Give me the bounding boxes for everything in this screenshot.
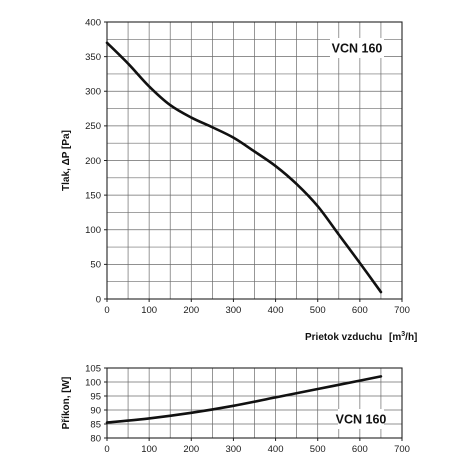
x-tick-label: 400: [268, 305, 284, 316]
x-axis-unit: [m: [389, 332, 401, 343]
y-axis-label: Tlak, ΔP [Pa]: [61, 130, 72, 191]
y-tick-label: 350: [85, 52, 101, 63]
y-tick-label: 80: [90, 433, 101, 444]
y-tick-label: 100: [85, 377, 101, 388]
x-axis-label: Prietok vzduchu [m3/h]: [305, 331, 417, 343]
model-label-box: VCN 160: [330, 38, 384, 58]
x-tick-label: 100: [141, 444, 157, 455]
x-tick-label: 100: [141, 305, 157, 316]
x-tick-label: 0: [104, 444, 109, 455]
x-tick-label: 300: [225, 305, 241, 316]
y-tick-label: 95: [90, 391, 101, 402]
power-chart: 0 100 200 300 400 500 600 700 80 85 90 95 100 105 Př…: [61, 363, 410, 455]
y-tick-label: 300: [85, 87, 101, 98]
x-tick-label: 600: [352, 305, 368, 316]
model-label-box: VCN 160: [336, 409, 387, 429]
x-axis-unit-tail: /h]: [405, 332, 417, 343]
x-tick-label: 700: [394, 305, 410, 316]
x-tick-label: 0: [104, 305, 109, 316]
y-tick-label: 0: [96, 294, 101, 305]
x-tick-label: 700: [394, 444, 410, 455]
x-axis-unit-superscript: 3: [401, 331, 405, 338]
pressure-chart: 0 100 200 300 400 500 600 700 0 50 100 150 200 250 30…: [61, 17, 417, 343]
series-line: [105, 41, 383, 294]
x-tick-label: 200: [183, 444, 199, 455]
plot-frame: [106, 367, 403, 439]
x-tick-label: 500: [310, 444, 326, 455]
y-axis-label: Příkon, [W]: [61, 377, 72, 430]
x-tick-label: 500: [310, 305, 326, 316]
x-tick-label: 400: [268, 444, 284, 455]
x-tick-label: 600: [352, 444, 368, 455]
model-label: VCN 160: [332, 42, 383, 56]
y-tick-label: 50: [90, 260, 101, 271]
model-label: VCN 160: [336, 413, 387, 427]
y-tick-label: 200: [85, 156, 101, 167]
y-tick-label: 105: [85, 363, 101, 374]
x-axis-label-text: Prietok vzduchu: [305, 332, 382, 343]
x-tick-label: 200: [183, 305, 199, 316]
y-tick-label: 250: [85, 121, 101, 132]
y-tick-label: 400: [85, 17, 101, 28]
x-tick-label: 300: [225, 444, 241, 455]
y-tick-label: 85: [90, 419, 101, 430]
y-tick-label: 90: [90, 405, 101, 416]
y-tick-label: 100: [85, 225, 101, 236]
y-tick-label: 150: [85, 190, 101, 201]
series-line: [105, 375, 383, 424]
